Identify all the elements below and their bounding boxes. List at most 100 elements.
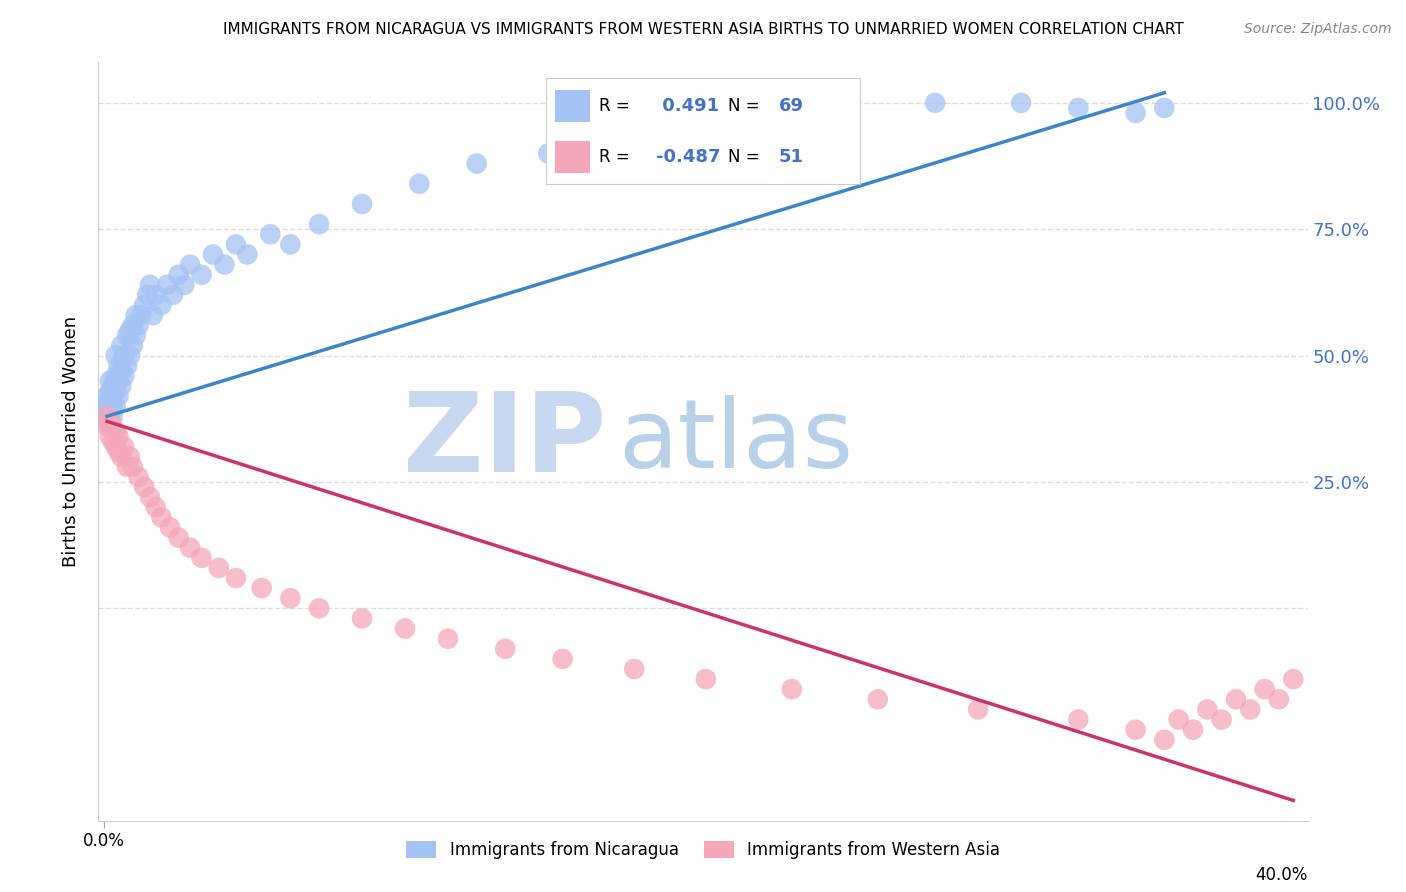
Point [1167, 713, 1189, 727]
Point [695, 672, 717, 686]
Point [110, 379, 132, 393]
Point [537, 146, 560, 161]
Point [551, 652, 574, 666]
Point [623, 662, 645, 676]
Point [104, 399, 127, 413]
Text: Source: ZipAtlas.com: Source: ZipAtlas.com [1244, 22, 1392, 37]
Point [98, 394, 121, 409]
Point [142, 308, 165, 322]
Point [1268, 692, 1291, 706]
Point [1225, 692, 1247, 706]
Point [139, 490, 162, 504]
Point [190, 268, 212, 282]
Point [104, 440, 127, 454]
Point [308, 601, 330, 615]
Point [134, 480, 156, 494]
Point [1282, 672, 1305, 686]
Point [107, 429, 129, 443]
Point [408, 177, 430, 191]
Point [104, 349, 127, 363]
Point [110, 364, 132, 378]
Point [96, 409, 118, 424]
Point [128, 318, 150, 333]
Point [121, 318, 143, 333]
Point [115, 328, 138, 343]
Point [118, 323, 141, 337]
Point [1153, 732, 1175, 747]
Point [98, 414, 121, 428]
Point [124, 328, 146, 343]
Point [866, 692, 889, 706]
Point [118, 349, 141, 363]
Point [96, 394, 118, 409]
Point [96, 399, 118, 413]
Point [101, 389, 124, 403]
Point [110, 338, 132, 352]
Point [780, 682, 803, 697]
Point [924, 95, 946, 110]
Text: IMMIGRANTS FROM NICARAGUA VS IMMIGRANTS FROM WESTERN ASIA BIRTHS TO UNMARRIED WO: IMMIGRANTS FROM NICARAGUA VS IMMIGRANTS … [222, 22, 1184, 37]
Point [101, 379, 124, 393]
Point [98, 399, 121, 413]
Point [101, 419, 124, 434]
Point [394, 622, 416, 636]
Point [350, 197, 373, 211]
Point [104, 368, 127, 383]
Point [208, 561, 231, 575]
Point [173, 277, 195, 292]
Point [1125, 723, 1147, 737]
Point [437, 632, 460, 646]
Point [156, 277, 179, 292]
Point [1067, 101, 1090, 115]
Point [1067, 713, 1090, 727]
Point [134, 298, 156, 312]
Point [250, 581, 273, 595]
Point [101, 434, 124, 449]
Point [236, 247, 259, 261]
Point [280, 591, 302, 606]
Point [107, 444, 129, 458]
Point [96, 409, 118, 424]
Point [121, 459, 143, 474]
Point [145, 288, 167, 302]
Point [139, 277, 162, 292]
Text: ZIP: ZIP [404, 388, 606, 495]
Point [96, 419, 118, 434]
Point [128, 470, 150, 484]
Point [179, 258, 201, 272]
Point [623, 126, 645, 140]
Point [98, 414, 121, 428]
Point [112, 349, 135, 363]
Point [695, 116, 717, 130]
Point [159, 520, 181, 534]
Point [1197, 702, 1219, 716]
Point [179, 541, 201, 555]
Point [145, 500, 167, 515]
Point [121, 338, 143, 352]
Text: 40.0%: 40.0% [1256, 866, 1308, 884]
Point [96, 389, 118, 403]
Point [107, 359, 129, 373]
Point [101, 409, 124, 424]
Point [202, 247, 225, 261]
Point [494, 641, 516, 656]
Point [167, 268, 190, 282]
Point [162, 288, 184, 302]
Point [190, 550, 212, 565]
Point [350, 611, 373, 625]
Point [214, 258, 236, 272]
Point [124, 308, 146, 322]
Point [280, 237, 302, 252]
Point [118, 450, 141, 464]
Point [1153, 101, 1175, 115]
Point [465, 156, 488, 170]
Point [98, 429, 121, 443]
Point [96, 404, 118, 418]
Point [810, 106, 832, 120]
Y-axis label: Births to Unmarried Women: Births to Unmarried Women [62, 316, 80, 567]
Point [110, 450, 132, 464]
Point [107, 374, 129, 388]
Point [1125, 106, 1147, 120]
Point [1181, 723, 1204, 737]
Point [225, 571, 247, 585]
